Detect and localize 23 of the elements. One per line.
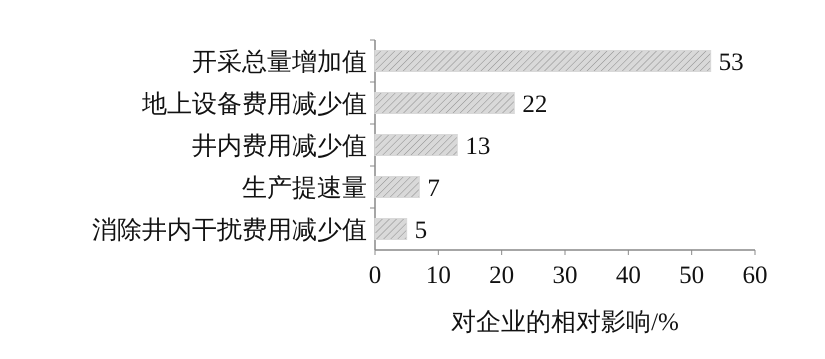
y-tick-label: 消除井内干扰费用减少值 [92, 217, 367, 244]
x-tick-label: 40 [616, 262, 641, 289]
x-tick-label: 10 [426, 262, 451, 289]
y-tick-label: 开采总量增加值 [192, 49, 367, 76]
y-tick-label: 生产提速量 [242, 175, 367, 202]
data-label: 22 [522, 91, 548, 118]
x-axis-title: 对企业的相对影响/% [451, 309, 679, 336]
bar [374, 50, 712, 72]
y-tick-label: 地上设备费用减少值 [141, 91, 367, 118]
x-tick-label: 30 [552, 262, 578, 289]
x-tick-label: 20 [489, 262, 514, 289]
bar [374, 92, 515, 114]
y-tick-label: 井内费用减少值 [192, 133, 367, 160]
bar [374, 218, 408, 240]
bar [374, 176, 420, 198]
x-tick-label: 60 [742, 262, 768, 289]
data-label: 5 [414, 217, 428, 244]
x-tick-label: 50 [679, 262, 704, 289]
bar [374, 134, 458, 156]
x-tick-label: 0 [368, 262, 382, 289]
data-label: 7 [427, 175, 440, 202]
data-label: 13 [465, 133, 490, 160]
data-label: 53 [718, 49, 744, 76]
